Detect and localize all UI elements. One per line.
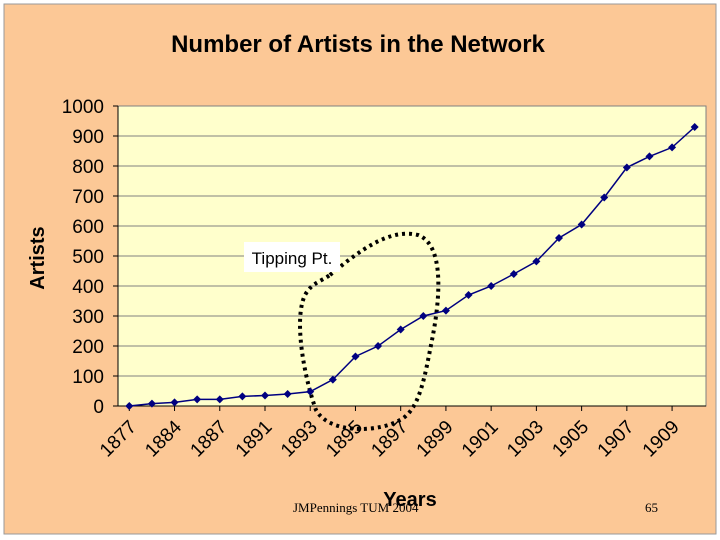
y-tick-label: 900 [72,127,104,148]
y-axis: 0 100 200 300 400 500 600 700 800 900 1000 [62,97,119,418]
data-point [645,152,654,161]
data-point [690,123,699,131]
y-tick-label: 500 [72,247,104,268]
data-point [487,282,496,290]
data-point [283,390,292,398]
data-point [306,387,315,396]
data-point [193,395,202,404]
tipping-point-text: Tipping Pt. [252,249,333,268]
y-tick-label: 400 [72,277,104,298]
chart-title: Number of Artists in the Network [171,31,545,58]
data-point [396,325,405,334]
data-point [170,398,179,407]
y-tick-label: 200 [72,337,104,358]
tipping-point-label: Tipping Pt. [244,242,340,272]
data-point [147,399,156,408]
series-line [125,123,699,410]
data-point [238,392,247,401]
data-point [668,143,677,152]
data-point [125,402,134,410]
data-point [419,312,428,320]
data-point [464,291,473,299]
data-point [622,163,631,172]
series-polyline [129,126,696,407]
y-tick-label: 700 [72,187,104,208]
data-point [374,342,383,350]
y-tick-label: 300 [72,307,104,328]
data-point [555,234,563,242]
y-axis-label: Artists [27,226,49,289]
page-number: 65 [645,500,658,515]
data-point [328,375,337,384]
data-point [261,391,269,400]
y-tick-label: 600 [72,217,104,238]
data-point [351,352,360,361]
x-axis-label: Years [383,489,436,511]
y-tick-label: 1000 [62,97,104,118]
tipping-point-outline [298,231,441,431]
tipping-point-label-box [244,242,340,272]
data-point [441,306,450,315]
data-point [600,193,609,202]
grid-lines [118,105,706,377]
y-tick-label: 0 [93,397,104,418]
data-point [532,257,541,266]
y-tick-label: 100 [72,367,104,388]
data-point [215,395,224,404]
y-tick-label: 800 [72,157,104,178]
footer-credit: JMPennings TUM 2004 [293,500,419,515]
data-point [577,220,586,229]
data-point [509,270,518,278]
